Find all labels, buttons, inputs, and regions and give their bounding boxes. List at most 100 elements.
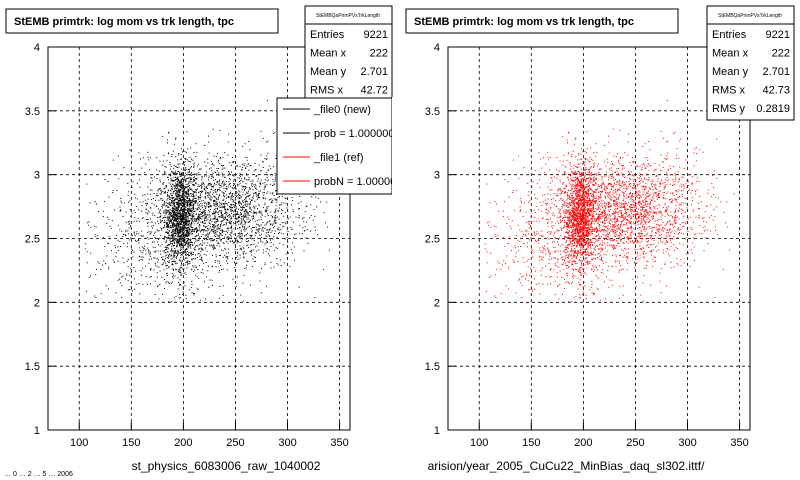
scatter-point bbox=[272, 223, 274, 225]
scatter-point bbox=[249, 189, 251, 191]
scatter-point bbox=[327, 226, 329, 228]
scatter-point bbox=[264, 211, 266, 213]
scatter-point bbox=[199, 211, 201, 212]
scatter-point bbox=[179, 199, 181, 201]
scatter-point bbox=[170, 156, 172, 158]
scatter-point bbox=[183, 208, 185, 210]
scatter-point bbox=[181, 214, 183, 216]
scatter-point bbox=[266, 206, 268, 208]
scatter-point bbox=[105, 263, 107, 265]
scatter-point bbox=[251, 199, 253, 201]
scatter-point bbox=[125, 235, 127, 237]
scatter-point bbox=[166, 226, 168, 228]
scatter-point bbox=[212, 229, 214, 231]
scatter-point bbox=[182, 219, 184, 220]
scatter-point bbox=[178, 226, 180, 228]
x-tick-label: 150 bbox=[122, 437, 140, 449]
scatter-point bbox=[590, 178, 592, 180]
scatter-point bbox=[550, 207, 552, 209]
scatter-point bbox=[194, 237, 196, 239]
scatter-point bbox=[583, 224, 585, 226]
scatter-point bbox=[243, 229, 245, 231]
scatter-point bbox=[136, 231, 138, 233]
scatter-point bbox=[205, 187, 207, 189]
scatter-point bbox=[235, 253, 236, 255]
scatter-point bbox=[275, 176, 277, 178]
scatter-point bbox=[229, 179, 231, 181]
scatter-point bbox=[156, 178, 158, 179]
scatter-point bbox=[175, 228, 177, 230]
scatter-point bbox=[173, 224, 175, 226]
scatter-point bbox=[181, 195, 183, 197]
scatter-point bbox=[150, 276, 152, 277]
scatter-point bbox=[257, 180, 259, 182]
scatter-point bbox=[188, 209, 190, 211]
scatter-point bbox=[258, 249, 260, 251]
scatter-point bbox=[585, 243, 587, 245]
scatter-point bbox=[175, 184, 177, 186]
scatter-point bbox=[216, 193, 218, 195]
scatter-point bbox=[180, 264, 182, 266]
scatter-point bbox=[264, 192, 265, 194]
scatter-point bbox=[184, 229, 186, 231]
scatter-point bbox=[571, 218, 573, 220]
scatter-point bbox=[229, 234, 231, 235]
scatter-point bbox=[173, 231, 175, 233]
scatter-point bbox=[108, 196, 110, 198]
scatter-point bbox=[175, 251, 177, 253]
scatter-point bbox=[585, 191, 587, 193]
scatter-point bbox=[295, 216, 297, 218]
scatter-point bbox=[180, 257, 182, 259]
scatter-point bbox=[567, 244, 569, 246]
scatter-point bbox=[268, 221, 270, 223]
scatter-point bbox=[270, 267, 272, 269]
scatter-point bbox=[167, 251, 169, 253]
scatter-point bbox=[222, 216, 224, 218]
scatter-point bbox=[193, 179, 195, 181]
scatter-point bbox=[580, 154, 582, 155]
scatter-point bbox=[202, 215, 204, 217]
scatter-point bbox=[213, 200, 215, 201]
scatter-point bbox=[189, 223, 191, 225]
scatter-point bbox=[134, 193, 136, 195]
scatter-point bbox=[168, 247, 169, 249]
scatter-point bbox=[195, 183, 197, 185]
scatter-point bbox=[204, 210, 206, 211]
scatter-point bbox=[173, 204, 175, 206]
scatter-point bbox=[188, 229, 190, 231]
scatter-point bbox=[187, 216, 189, 217]
scatter-point bbox=[167, 207, 169, 208]
scatter-point bbox=[213, 203, 215, 205]
scatter-point bbox=[108, 219, 110, 220]
scatter-point bbox=[152, 246, 154, 248]
scatter-point bbox=[574, 263, 576, 265]
scatter-point bbox=[173, 213, 175, 215]
scatter-point bbox=[583, 228, 585, 230]
scatter-point bbox=[180, 159, 182, 160]
scatter-point bbox=[173, 216, 175, 218]
scatter-point bbox=[115, 256, 117, 258]
scatter-point bbox=[287, 218, 289, 220]
scatter-point bbox=[195, 220, 197, 222]
scatter-point bbox=[178, 237, 180, 239]
scatter-point bbox=[179, 185, 181, 187]
scatter-point bbox=[536, 198, 538, 200]
scatter-point bbox=[280, 228, 282, 230]
scatter-point bbox=[621, 220, 623, 222]
scatter-point bbox=[594, 192, 596, 193]
scatter-point bbox=[173, 188, 175, 190]
scatter-point bbox=[240, 196, 242, 198]
scatter-point bbox=[608, 228, 610, 230]
scatter-point bbox=[185, 183, 187, 185]
scatter-point bbox=[253, 210, 255, 212]
scatter-point bbox=[267, 206, 269, 208]
scatter-point bbox=[127, 221, 129, 223]
scatter-point bbox=[247, 244, 249, 246]
scatter-point bbox=[608, 207, 610, 208]
scatter-point bbox=[184, 227, 186, 229]
scatter-point bbox=[238, 202, 239, 204]
right-grid bbox=[448, 47, 750, 430]
scatter-point bbox=[227, 154, 229, 156]
scatter-point bbox=[228, 248, 230, 250]
scatter-point bbox=[279, 229, 281, 231]
